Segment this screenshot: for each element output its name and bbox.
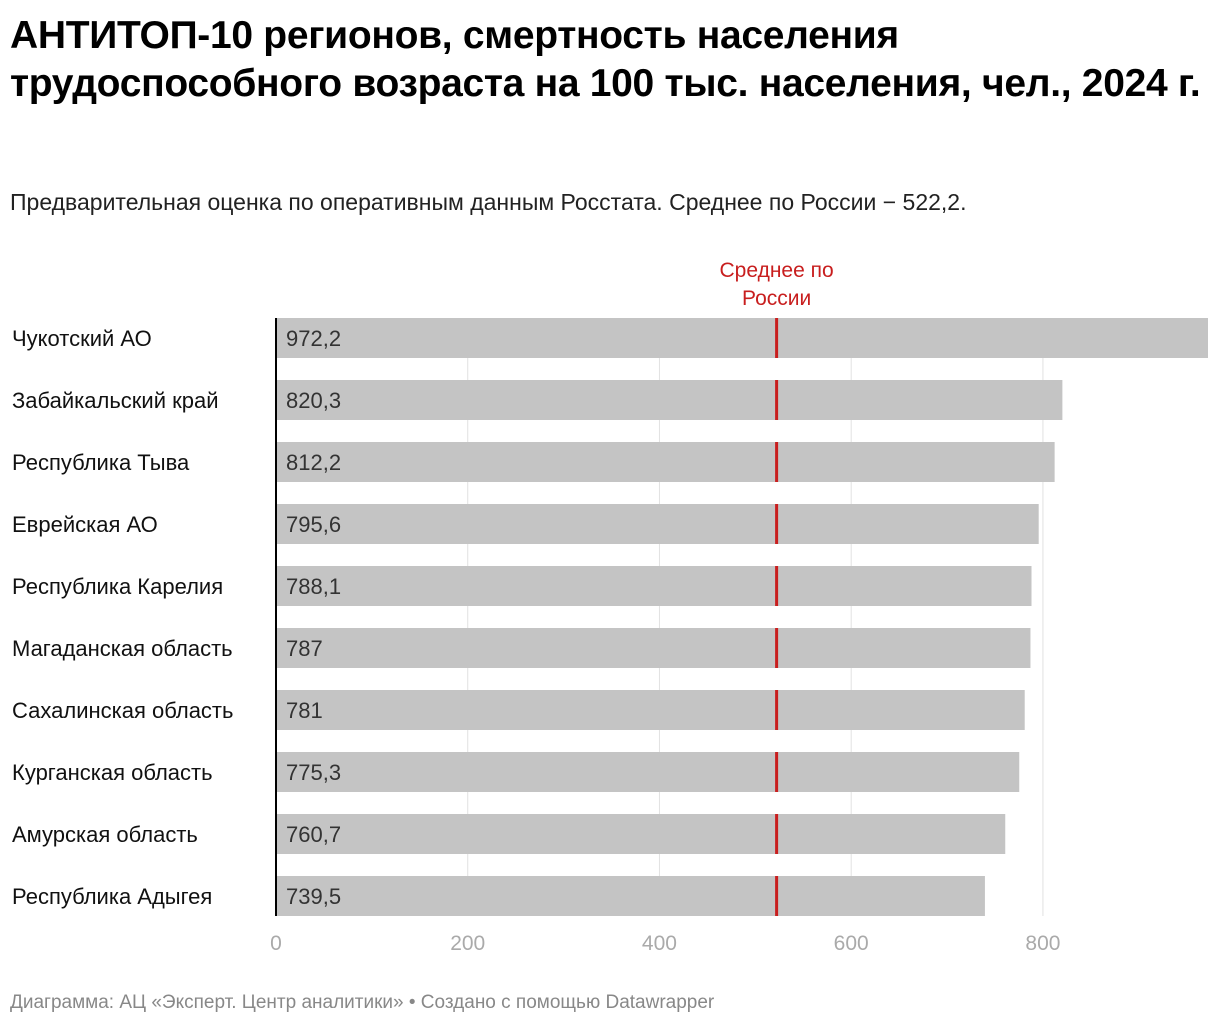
value-label: 775,3 [286,760,341,785]
category-label: Амурская область [12,822,198,847]
reference-line-label: России [742,287,811,310]
category-label: Курганская область [12,760,213,785]
category-label: Сахалинская область [12,698,233,723]
category-label: Забайкальский край [12,388,219,413]
value-label: 739,5 [286,884,341,909]
datawrapper-credit-link[interactable]: Создано с помощью Datawrapper [420,992,715,1013]
bar [276,876,985,916]
x-tick-label: 400 [642,932,677,955]
bar [276,442,1055,482]
footer-separator: • [403,992,421,1013]
category-label: Республика Карелия [12,574,223,599]
value-label: 795,6 [286,512,341,537]
x-tick-label: 0 [270,932,282,955]
category-label: Чукотский АО [12,326,152,351]
x-tick-label: 200 [450,932,485,955]
value-label: 820,3 [286,388,341,413]
x-tick-label: 600 [834,932,869,955]
bar [276,318,1208,358]
bar [276,752,1020,792]
value-label: 781 [286,698,323,723]
reference-line-label: Среднее по [720,259,834,282]
value-label: 972,2 [286,326,341,351]
source-label: Диаграмма: АЦ «Эксперт. Центр аналитики» [10,992,404,1013]
chart-title: АНТИТОП-10 регионов, смертность населени… [10,14,1201,105]
x-tick-label: 800 [1025,932,1060,955]
bar [276,814,1006,854]
chart-subtitle: Предварительная оценка по оперативным да… [10,189,967,215]
category-label: Республика Тыва [12,450,190,475]
bar [276,380,1063,420]
bar [276,628,1031,668]
chart-footer: Диаграмма: АЦ «Эксперт. Центр аналитики»… [10,990,714,1016]
value-label: 787 [286,636,323,661]
value-label: 760,7 [286,822,341,847]
value-label: 812,2 [286,450,341,475]
value-label: 788,1 [286,574,341,599]
category-label: Республика Адыгея [12,884,212,909]
bar [276,566,1032,606]
bar [276,504,1039,544]
category-label: Магаданская область [12,636,233,661]
bar [276,690,1025,730]
category-label: Еврейская АО [12,512,158,537]
